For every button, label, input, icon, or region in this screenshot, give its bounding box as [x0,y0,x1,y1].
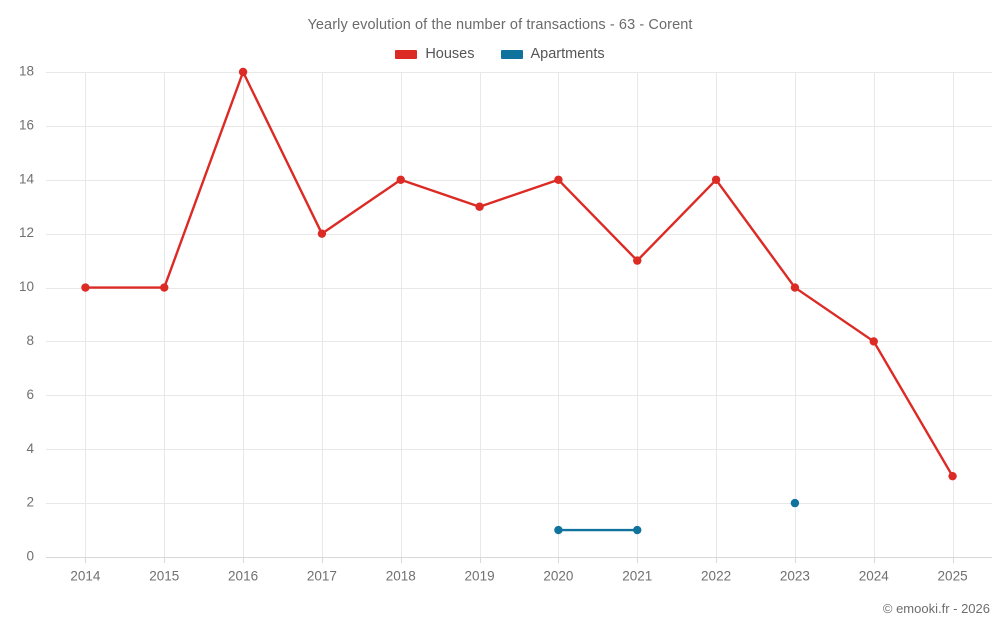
x-axis-tick-label: 2018 [386,569,416,584]
legend-label-houses: Houses [425,46,475,62]
x-axis-tick-label: 2016 [228,569,258,584]
data-point [238,67,248,77]
legend-swatch-houses [395,49,418,59]
series-line [84,70,954,478]
chart-title: Yearly evolution of the number of transa… [307,17,693,33]
legend-item-houses[interactable]: Houses [395,46,475,62]
x-axis-tick-label: 2023 [780,569,810,584]
data-point [160,283,169,292]
series-apartments [554,498,800,535]
y-axis-tick-label: 4 [26,441,34,456]
data-point [317,229,327,238]
y-axis-ticks: 0 2 4 6 8 10 12 14 16 18 [19,64,35,564]
data-point [790,283,800,292]
x-axis-tick-label: 2025 [938,569,968,584]
x-axis-tick-label: 2022 [701,569,731,584]
legend-label-apartments: Apartments [530,46,605,62]
data-point [81,283,90,292]
data-series [81,67,957,535]
series-houses [81,67,957,481]
data-point [554,175,563,184]
data-point [633,525,642,535]
y-axis-tick-label: 6 [26,387,34,402]
y-axis-tick-label: 16 [19,117,34,132]
y-axis-tick-label: 0 [26,549,34,564]
y-axis-tick-label: 8 [26,333,34,348]
data-point [396,175,405,184]
grid-lines [46,72,992,563]
data-point [475,202,484,211]
data-point [554,525,563,535]
y-axis-tick-label: 10 [19,279,34,294]
copyright-footer: © emooki.fr - 2026 [882,601,990,616]
x-axis-tick-label: 2020 [543,569,573,584]
x-axis-tick-label: 2014 [70,569,101,584]
data-point [790,498,800,508]
data-point [711,175,721,184]
x-axis-ticks: 2014 2015 2016 2017 2018 2019 2020 2021 2022 2023… [70,569,967,584]
data-point [633,256,642,265]
x-axis-tick-label: 2017 [307,569,337,584]
x-axis-tick-label: 2024 [859,569,890,584]
data-point [869,337,878,346]
legend-swatch-apartments [500,49,523,59]
x-axis-tick-label: 2021 [622,569,652,584]
x-axis-tick-label: 2019 [465,569,495,584]
chart-legend: Houses Apartments [0,46,1000,62]
y-axis-tick-label: 12 [19,225,34,240]
y-axis-tick-label: 14 [19,171,35,186]
y-axis-tick-label: 18 [19,64,34,79]
y-axis-tick-label: 2 [26,495,34,510]
legend-item-apartments[interactable]: Apartments [500,46,605,62]
data-point [948,471,957,481]
x-axis-tick-label: 2015 [149,569,179,584]
